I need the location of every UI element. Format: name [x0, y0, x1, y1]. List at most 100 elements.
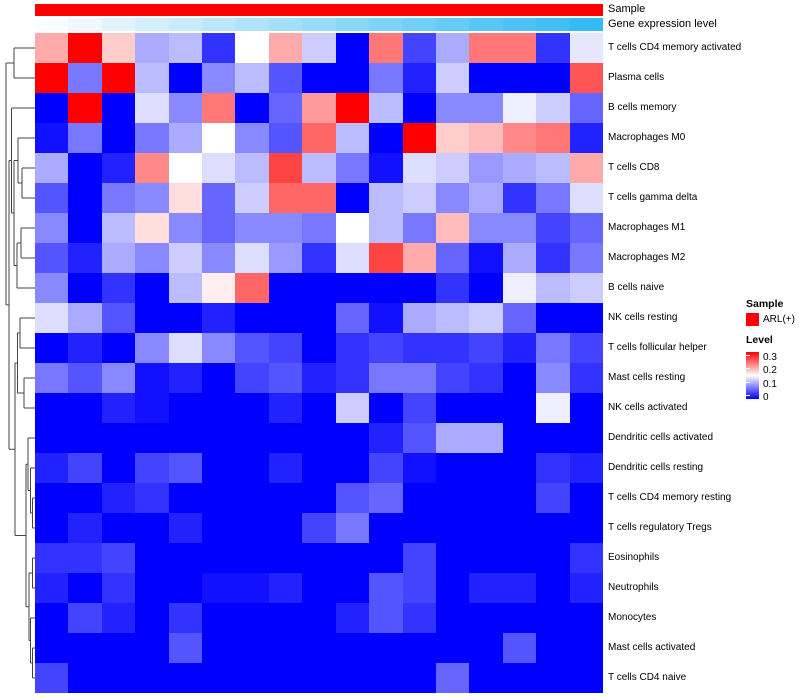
- heatmap-cell: [369, 483, 403, 513]
- heatmap-cell: [469, 603, 503, 633]
- heatmap-cell: [235, 303, 269, 333]
- row-label: T cells follicular helper: [608, 342, 707, 353]
- heatmap-cell: [502, 123, 537, 153]
- heatmap-cell: [435, 453, 470, 483]
- heatmap-cell: [101, 213, 136, 243]
- heatmap-cell: [335, 273, 370, 303]
- heatmap-cell: [101, 273, 136, 303]
- heatmap-cell: [569, 333, 603, 363]
- heatmap-cell: [202, 213, 236, 243]
- heatmap-cell: [435, 273, 470, 303]
- heatmap-cell: [135, 303, 169, 333]
- legend-sample-swatch: [746, 313, 759, 326]
- heatmap-cell: [302, 573, 336, 603]
- heatmap-cell: [335, 33, 370, 63]
- heatmap-cell: [135, 153, 169, 183]
- row-label: T cells CD4 memory resting: [608, 492, 732, 503]
- heatmap-cell: [202, 573, 236, 603]
- heatmap-cell: [502, 573, 537, 603]
- heatmap-cell: [502, 543, 537, 573]
- heatmap-cell: [302, 483, 336, 513]
- heatmap-cell: [569, 123, 603, 153]
- gene-expression-annotation-cell: [302, 18, 336, 31]
- heatmap-cell: [68, 333, 102, 363]
- heatmap-cell: [135, 363, 169, 393]
- row-label: NK cells activated: [608, 402, 688, 413]
- heatmap-cell: [435, 333, 470, 363]
- heatmap-cell: [402, 483, 436, 513]
- heatmap-cell: [469, 333, 503, 363]
- gene-expression-annotation-cell: [168, 18, 203, 31]
- heatmap-cell: [68, 483, 102, 513]
- heatmap-cell: [35, 273, 69, 303]
- heatmap-cell: [268, 93, 303, 123]
- heatmap-cell: [101, 513, 136, 543]
- heatmap-cell: [435, 423, 470, 453]
- heatmap-cell: [402, 333, 436, 363]
- heatmap-cell: [235, 123, 269, 153]
- heatmap-cell: [235, 93, 269, 123]
- heatmap-cell: [168, 393, 203, 423]
- heatmap-cell: [235, 363, 269, 393]
- heatmap-cell: [402, 153, 436, 183]
- row-label: Macrophages M1: [608, 222, 686, 233]
- heatmap-cell: [101, 363, 136, 393]
- heatmap-cell: [235, 183, 269, 213]
- legend: Sample ARL(+) Level 0.3 0.2 0.1 0: [746, 298, 800, 409]
- heatmap-cell: [569, 483, 603, 513]
- heatmap-cell: [335, 453, 370, 483]
- heatmap-cell: [502, 93, 537, 123]
- heatmap-cell: [369, 303, 403, 333]
- heatmap-cell: [168, 153, 203, 183]
- heatmap-cell: [35, 183, 69, 213]
- heatmap-cell: [302, 183, 336, 213]
- row-labels: T cells CD4 memory activated Plasma cells…: [608, 33, 798, 693]
- heatmap-cell: [536, 213, 570, 243]
- heatmap-cell: [268, 423, 303, 453]
- heatmap-cell: [536, 153, 570, 183]
- heatmap-cell: [335, 483, 370, 513]
- heatmap-cell: [569, 453, 603, 483]
- row-dendrogram: [5, 47, 35, 679]
- heatmap-cell: [68, 423, 102, 453]
- heatmap-cell: [502, 633, 537, 663]
- row-label: B cells memory: [608, 102, 677, 113]
- heatmap-cell: [168, 513, 203, 543]
- row-label: T cells gamma delta: [608, 192, 698, 203]
- heatmap-cell: [469, 123, 503, 153]
- heatmap-cell: [302, 663, 336, 693]
- heatmap-cell: [569, 153, 603, 183]
- heatmap-cell: [268, 573, 303, 603]
- heatmap-cell: [68, 543, 102, 573]
- heatmap-cell: [168, 573, 203, 603]
- heatmap-cell: [101, 153, 136, 183]
- heatmap-cell: [202, 333, 236, 363]
- heatmap-cell: [502, 423, 537, 453]
- heatmap-cell: [402, 573, 436, 603]
- heatmap-cell: [101, 123, 136, 153]
- heatmap-cell: [68, 453, 102, 483]
- row-label: Neutrophils: [608, 582, 659, 593]
- heatmap-cell: [101, 543, 136, 573]
- heatmap-cell: [168, 453, 203, 483]
- heatmap-cell: [235, 213, 269, 243]
- heatmap-cell: [469, 153, 503, 183]
- heatmap-cell: [369, 123, 403, 153]
- heatmap-cell: [502, 363, 537, 393]
- heatmap-cell: [536, 123, 570, 153]
- gene-expression-annotation-cell: [469, 18, 503, 31]
- legend-level-tick-label: 0.3: [763, 352, 777, 363]
- heatmap-cell: [469, 483, 503, 513]
- annotation-label-gene-expression: Gene expression level: [608, 18, 717, 30]
- heatmap-cell: [235, 63, 269, 93]
- row-label: T cells CD4 naive: [608, 672, 687, 683]
- heatmap-cell: [202, 393, 236, 423]
- legend-level-colorbar: [746, 352, 759, 399]
- heatmap-cell: [202, 483, 236, 513]
- heatmap-cell: [235, 333, 269, 363]
- heatmap-cell: [536, 513, 570, 543]
- heatmap-cell: [35, 363, 69, 393]
- heatmap-cell: [469, 513, 503, 543]
- heatmap-cell: [202, 453, 236, 483]
- heatmap-cell: [168, 273, 203, 303]
